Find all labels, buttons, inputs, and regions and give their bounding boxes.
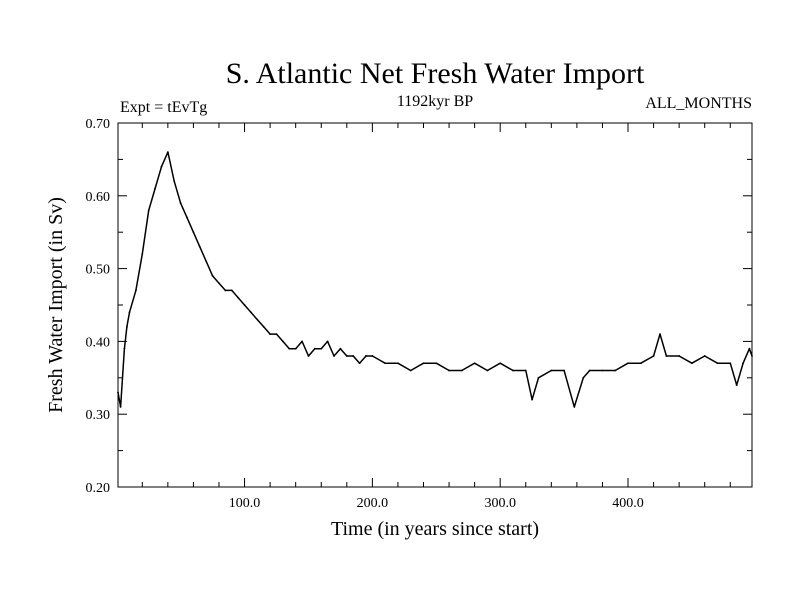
data-point — [269, 333, 272, 336]
data-point — [230, 289, 233, 292]
data-point — [729, 362, 732, 365]
chart-title: S. Atlantic Net Fresh Water Import — [226, 57, 645, 90]
data-point — [294, 347, 297, 350]
data-point — [326, 340, 329, 343]
data-point — [627, 362, 629, 365]
x-tick-label: 100.0 — [229, 496, 261, 511]
data-point — [250, 311, 252, 314]
data-point — [652, 355, 655, 357]
y-axis-title: Fresh Water Import (in Sv) — [45, 197, 67, 413]
data-point — [397, 362, 399, 365]
data-point — [748, 347, 751, 350]
experiment-label: Expt = tEvTg — [120, 99, 207, 116]
data-point — [205, 260, 208, 263]
data-point — [123, 347, 126, 350]
data-point — [550, 369, 553, 372]
data-point — [588, 369, 591, 372]
data-point — [524, 369, 527, 372]
y-tick-label: 0.50 — [86, 263, 111, 278]
data-point — [186, 216, 188, 219]
data-point — [198, 245, 201, 248]
data-point — [460, 369, 463, 372]
series-line-fresh_water_import — [117, 151, 753, 408]
data-point — [691, 362, 693, 365]
y-tick-label: 0.30 — [86, 408, 111, 423]
data-point — [365, 355, 367, 357]
y-tick-label: 0.60 — [86, 190, 111, 205]
data-point — [678, 355, 681, 357]
data-point — [141, 253, 144, 255]
data-point — [128, 311, 131, 314]
data-point — [313, 347, 316, 350]
data-point — [281, 340, 284, 343]
x-axis-title: Time (in years since start) — [331, 518, 539, 540]
data-point — [320, 347, 323, 350]
data-point — [262, 325, 265, 328]
y-axis-ticks: 0.20 0.30 0.40 0.50 0.60 0.70 — [86, 117, 752, 496]
data-point — [384, 362, 387, 365]
data-point — [218, 282, 220, 285]
data-point — [614, 369, 617, 372]
data-point — [192, 231, 195, 234]
data-point — [601, 369, 604, 372]
data-point — [243, 304, 246, 306]
x-tick-label: 400.0 — [612, 496, 644, 511]
data-point — [211, 274, 214, 277]
data-point — [147, 209, 150, 212]
data-point — [537, 376, 540, 379]
data-point — [307, 355, 310, 357]
data-point — [563, 369, 566, 372]
data-point — [448, 369, 450, 372]
data-point — [154, 187, 156, 190]
data-point — [237, 296, 240, 299]
data-point — [345, 355, 348, 357]
data-point — [639, 362, 642, 365]
data-point — [179, 202, 182, 204]
data-point — [119, 406, 122, 408]
x-tick-label: 300.0 — [484, 496, 516, 511]
data-point — [256, 318, 259, 321]
x-tick-label: 200.0 — [357, 496, 389, 511]
data-point — [735, 384, 738, 386]
data-point — [742, 362, 744, 365]
data-point — [301, 340, 303, 343]
data-point — [288, 347, 291, 350]
data-point — [173, 180, 176, 183]
x-axis-ticks: 100.0 200.0 300.0 400.0 — [141, 123, 731, 511]
data-point — [531, 398, 534, 401]
data-point — [352, 355, 355, 357]
data-point — [333, 355, 335, 357]
data-point — [166, 151, 169, 154]
data-point — [409, 369, 412, 372]
data-point — [275, 333, 278, 336]
data-point — [499, 362, 502, 365]
data-point — [512, 369, 514, 372]
data-point — [703, 355, 706, 357]
months-label: ALL_MONTHS — [645, 95, 752, 112]
y-tick-label: 0.70 — [86, 117, 111, 132]
data-point — [435, 362, 438, 365]
data-point — [473, 362, 476, 365]
data-point — [371, 355, 374, 357]
series-layer — [117, 151, 753, 408]
data-point — [665, 355, 668, 357]
data-point — [134, 289, 137, 292]
data-point — [126, 325, 128, 328]
plot-frame — [117, 122, 753, 488]
data-point — [422, 362, 425, 365]
data-point — [339, 347, 342, 350]
time-period-label: 1192kyr BP — [397, 93, 473, 110]
y-tick-label: 0.20 — [86, 481, 111, 496]
data-point — [358, 362, 361, 365]
data-point — [160, 165, 163, 168]
data-point — [716, 362, 719, 365]
y-tick-label: 0.40 — [86, 335, 111, 350]
data-point — [573, 406, 576, 408]
data-point — [582, 376, 585, 379]
data-point — [659, 333, 661, 336]
data-point — [486, 369, 489, 372]
data-point — [224, 289, 227, 292]
